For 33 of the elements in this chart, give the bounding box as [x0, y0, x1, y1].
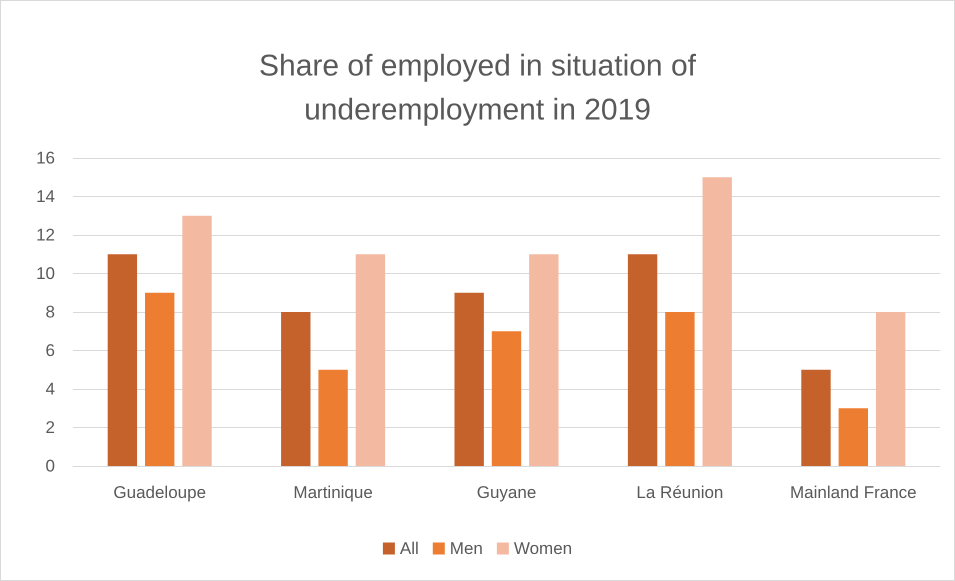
legend-label: All — [400, 539, 419, 558]
bar — [838, 408, 868, 466]
y-tick-label: 2 — [46, 418, 55, 437]
y-tick-label: 8 — [46, 302, 55, 322]
bar — [356, 254, 386, 466]
bar — [876, 312, 906, 466]
x-tick-label: Martinique — [293, 483, 373, 502]
y-tick-label: 12 — [36, 226, 55, 244]
bar — [801, 370, 831, 466]
chart-title: Share of employed in situation of underemployment in 2019 — [259, 50, 697, 126]
x-tick-label: Mainland France — [790, 483, 917, 502]
y-tick-label: 16 — [36, 148, 55, 168]
bar — [182, 216, 212, 466]
x-tick-label: Guyane — [476, 483, 536, 502]
bar — [454, 292, 484, 466]
y-tick-label: 6 — [46, 341, 55, 360]
y-tick-label: 4 — [46, 380, 55, 398]
y-tick-label: 10 — [36, 264, 55, 283]
bar — [318, 370, 348, 466]
bar — [529, 254, 559, 466]
bar — [145, 292, 174, 466]
legend-label: Women — [514, 539, 572, 558]
x-tick-label: Guadeloupe — [113, 483, 206, 502]
bar — [665, 312, 695, 466]
bar — [702, 177, 732, 466]
bar — [281, 312, 310, 466]
legend-label: Men — [450, 539, 483, 558]
y-tick-label: 14 — [36, 187, 55, 206]
bar — [628, 254, 658, 466]
x-tick-label: La Réunion — [636, 483, 724, 502]
bar — [492, 331, 522, 466]
y-tick-label: 0 — [46, 456, 55, 476]
bar — [108, 254, 138, 466]
